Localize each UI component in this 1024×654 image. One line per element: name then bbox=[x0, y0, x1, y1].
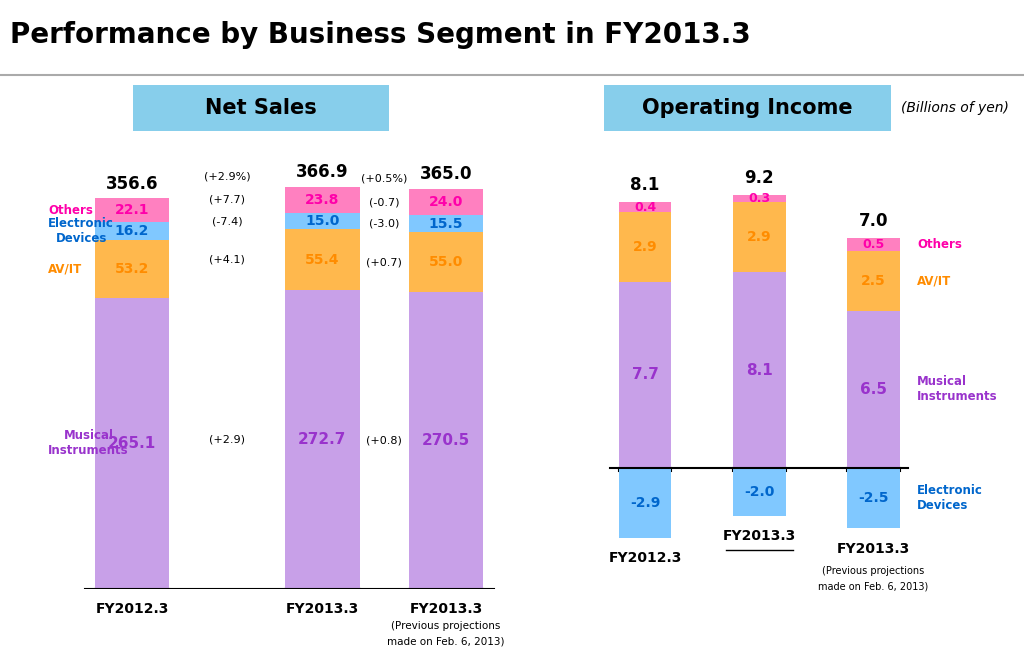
Bar bbox=[409, 292, 483, 589]
Text: (+7.7): (+7.7) bbox=[209, 195, 245, 205]
Bar bbox=[95, 240, 169, 298]
Bar bbox=[618, 282, 672, 468]
Text: -2.5: -2.5 bbox=[858, 491, 889, 505]
Text: 265.1: 265.1 bbox=[108, 436, 157, 451]
Text: 2.9: 2.9 bbox=[633, 240, 657, 254]
Bar bbox=[847, 311, 900, 468]
Text: 6.5: 6.5 bbox=[860, 382, 887, 397]
Text: (Billions of yen): (Billions of yen) bbox=[901, 101, 1009, 115]
Text: FY2013.3: FY2013.3 bbox=[723, 530, 796, 543]
Bar bbox=[286, 230, 359, 290]
Text: 22.1: 22.1 bbox=[115, 203, 150, 217]
Bar bbox=[409, 189, 483, 215]
Text: 55.0: 55.0 bbox=[429, 255, 463, 269]
Bar bbox=[409, 232, 483, 292]
FancyBboxPatch shape bbox=[604, 85, 891, 131]
Text: FY2012.3: FY2012.3 bbox=[608, 551, 682, 565]
Bar bbox=[618, 468, 672, 538]
Bar bbox=[733, 202, 785, 272]
Text: Others: Others bbox=[918, 238, 963, 251]
Text: 270.5: 270.5 bbox=[422, 433, 470, 448]
Text: (+0.5%): (+0.5%) bbox=[361, 173, 408, 183]
Text: Electronic
Devices: Electronic Devices bbox=[48, 217, 115, 245]
Text: 8.1: 8.1 bbox=[631, 176, 659, 194]
Text: Performance by Business Segment in FY2013.3: Performance by Business Segment in FY201… bbox=[10, 22, 751, 49]
Text: made on Feb. 6, 2013): made on Feb. 6, 2013) bbox=[387, 637, 505, 647]
Text: (Previous projections: (Previous projections bbox=[822, 566, 925, 576]
Text: (-3.0): (-3.0) bbox=[369, 218, 399, 229]
Text: Musical
Instruments: Musical Instruments bbox=[918, 375, 997, 404]
Text: Net Sales: Net Sales bbox=[205, 98, 317, 118]
Text: 2.5: 2.5 bbox=[861, 274, 886, 288]
Text: 15.5: 15.5 bbox=[429, 216, 464, 231]
FancyBboxPatch shape bbox=[133, 85, 389, 131]
Text: Operating Income: Operating Income bbox=[642, 98, 853, 118]
Text: 365.0: 365.0 bbox=[420, 165, 472, 183]
Text: -2.0: -2.0 bbox=[744, 485, 774, 499]
Text: 7.0: 7.0 bbox=[858, 212, 888, 230]
Text: FY2012.3: FY2012.3 bbox=[95, 602, 169, 615]
Bar bbox=[847, 239, 900, 250]
Bar bbox=[733, 195, 785, 202]
Bar bbox=[847, 250, 900, 311]
Text: Electronic
Devices: Electronic Devices bbox=[918, 484, 983, 512]
Text: 0.5: 0.5 bbox=[862, 238, 885, 251]
Text: FY2013.3: FY2013.3 bbox=[837, 542, 910, 555]
Text: 0.3: 0.3 bbox=[749, 192, 770, 205]
Text: Musical
Instruments: Musical Instruments bbox=[48, 430, 129, 457]
Bar bbox=[733, 272, 785, 468]
Text: -2.9: -2.9 bbox=[630, 496, 660, 510]
Text: 16.2: 16.2 bbox=[115, 224, 150, 238]
Text: FY2013.3: FY2013.3 bbox=[286, 602, 359, 615]
Bar bbox=[847, 468, 900, 528]
Text: AV/IT: AV/IT bbox=[918, 274, 951, 287]
Text: 55.4: 55.4 bbox=[305, 252, 340, 267]
Bar bbox=[286, 290, 359, 589]
Text: 53.2: 53.2 bbox=[115, 262, 150, 276]
Text: 23.8: 23.8 bbox=[305, 193, 340, 207]
Bar bbox=[95, 222, 169, 240]
Text: (-7.4): (-7.4) bbox=[212, 216, 243, 226]
Bar bbox=[733, 468, 785, 516]
Bar bbox=[286, 187, 359, 213]
Text: (+2.9%): (+2.9%) bbox=[204, 171, 251, 181]
Text: AV/IT: AV/IT bbox=[48, 263, 83, 276]
Text: made on Feb. 6, 2013): made on Feb. 6, 2013) bbox=[818, 581, 929, 591]
Text: FY2013.3: FY2013.3 bbox=[410, 602, 482, 615]
Text: (+0.7): (+0.7) bbox=[367, 257, 402, 267]
Text: 15.0: 15.0 bbox=[305, 214, 340, 228]
Text: (Previous projections: (Previous projections bbox=[391, 621, 501, 632]
Text: 366.9: 366.9 bbox=[296, 164, 349, 181]
Text: 8.1: 8.1 bbox=[745, 362, 772, 377]
Bar bbox=[95, 298, 169, 589]
Text: 356.6: 356.6 bbox=[105, 175, 159, 193]
Text: 9.2: 9.2 bbox=[744, 169, 774, 186]
Text: 7.7: 7.7 bbox=[632, 368, 658, 383]
Bar bbox=[95, 198, 169, 222]
Text: (+2.9): (+2.9) bbox=[209, 434, 245, 444]
Bar bbox=[618, 212, 672, 282]
Bar bbox=[618, 202, 672, 212]
Text: 2.9: 2.9 bbox=[746, 230, 771, 244]
Text: 0.4: 0.4 bbox=[634, 201, 656, 214]
Text: (+4.1): (+4.1) bbox=[209, 254, 245, 265]
Text: 272.7: 272.7 bbox=[298, 432, 346, 447]
Bar bbox=[286, 213, 359, 230]
Text: Others: Others bbox=[48, 203, 93, 216]
Bar bbox=[409, 215, 483, 232]
Text: (-0.7): (-0.7) bbox=[369, 197, 399, 207]
Text: 24.0: 24.0 bbox=[429, 195, 463, 209]
Text: (+0.8): (+0.8) bbox=[367, 436, 402, 445]
